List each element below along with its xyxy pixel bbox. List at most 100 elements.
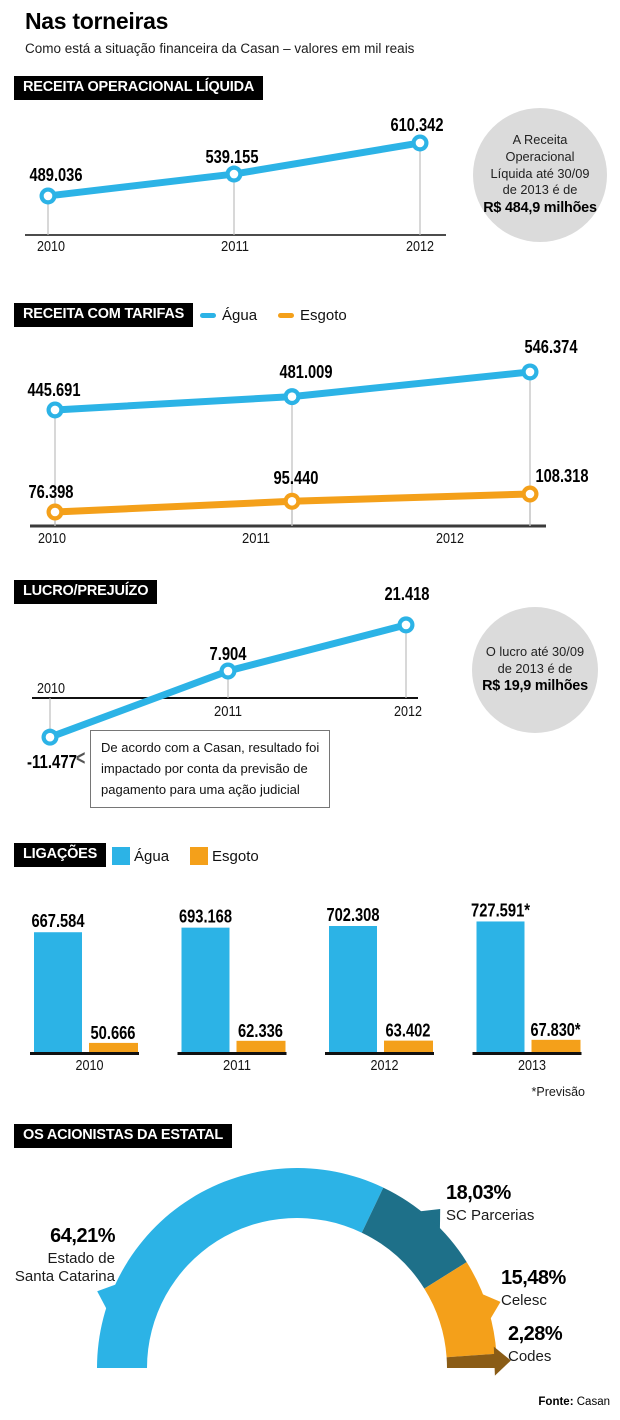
x-tick-label: 2011	[223, 1057, 251, 1074]
legend-item-agua: Água	[112, 847, 169, 865]
note-lucro-2013: O lucro até 30/09 de 2013 é de R$ 19,9 m…	[472, 607, 598, 733]
bar-agua	[476, 921, 525, 1052]
note-line: Líquida até 30/09	[490, 165, 590, 181]
bar-esgoto	[531, 1039, 581, 1052]
donut-slice-2	[424, 1262, 497, 1358]
bar-esgoto	[236, 1040, 286, 1052]
callout-line: impactado por conta da previsão de	[101, 760, 308, 776]
value-label: 727.591*	[471, 900, 530, 920]
baseline	[177, 1052, 287, 1055]
section-header-receita-tarifas: RECEITA COM TARIFAS	[14, 303, 194, 328]
legend-ligacoes: Água Esgoto	[112, 844, 280, 868]
donut-name: Codes	[508, 1348, 552, 1365]
value-label: 63.402	[386, 1021, 431, 1041]
donut-name: SC Parcerias	[446, 1207, 535, 1224]
lucro-callout-box: De acordo com a Casan, resultado foi imp…	[90, 730, 331, 809]
callout-line: De acordo com a Casan, resultado foi	[101, 740, 320, 755]
note-highlight: R$ 19,9 milhões	[482, 678, 588, 695]
data-point-hole	[229, 169, 239, 179]
donut-slice-3	[446, 1353, 498, 1368]
value-label: 7.904	[210, 644, 247, 664]
section-header-acionistas: OS ACIONISTAS DA ESTATAL	[14, 1124, 233, 1149]
bar-agua	[34, 932, 82, 1052]
data-point-hole	[287, 496, 297, 506]
x-tick-label: 2012	[394, 703, 422, 720]
value-label: 693.168	[179, 907, 232, 927]
x-tick-label: 2012	[406, 238, 434, 255]
donut-pct: 18,03%	[446, 1182, 511, 1204]
donut-pct: 2,28%	[508, 1323, 563, 1345]
value-label: 21.418	[385, 584, 430, 604]
x-tick-label: 2012	[371, 1057, 399, 1074]
value-label: 481.009	[280, 362, 333, 382]
value-label: 489.036	[30, 165, 83, 185]
donut-slice-0	[97, 1168, 384, 1368]
data-point-hole	[525, 489, 535, 499]
data-point-hole	[43, 191, 53, 201]
bar-agua	[181, 927, 230, 1052]
donut-pct: 15,48%	[501, 1267, 566, 1289]
value-label: 67.830*	[531, 1020, 581, 1040]
page-title: Nas torneiras	[25, 8, 169, 34]
donut-label-estado: 64,21% Estado de Santa Catarina	[7, 1224, 116, 1287]
agua-line-swatch	[200, 312, 216, 318]
value-label: 702.308	[327, 905, 380, 925]
legend-label-esgoto: Esgoto	[300, 306, 347, 324]
donut-slice-1	[361, 1187, 467, 1289]
legend-label-agua: Água	[134, 847, 170, 865]
baseline	[472, 1052, 582, 1055]
note-line: de 2013 é de	[502, 182, 578, 198]
donut-label-codes: 2,28% Codes	[508, 1322, 563, 1366]
donut-name: Estado de Santa Catarina	[14, 1250, 115, 1286]
note-line: O lucro até 30/09	[485, 644, 585, 660]
note-highlight: R$ 484,9 milhões	[483, 199, 597, 216]
x-tick-label: 2010	[76, 1057, 104, 1074]
data-point-hole	[401, 620, 411, 630]
page-subtitle: Como está a situação financeira da Casan…	[25, 41, 415, 56]
value-label: 610.342	[391, 115, 444, 135]
value-label: 445.691	[28, 380, 81, 400]
donut-name: Celesc	[501, 1292, 547, 1309]
legend-label-agua: Água	[222, 306, 258, 324]
source-label: Fonte:	[538, 1396, 574, 1408]
baseline	[325, 1052, 434, 1055]
value-label: 546.374	[525, 337, 578, 357]
callout-line: pagamento para uma ação judicial	[101, 781, 300, 797]
value-label: 108.318	[536, 466, 589, 486]
section-header-receita-operacional: RECEITA OPERACIONAL LÍQUIDA	[14, 76, 264, 101]
baseline	[30, 1052, 139, 1055]
data-point-hole	[287, 392, 297, 401]
x-tick-label: 2010	[38, 530, 66, 547]
bar-esgoto	[89, 1042, 138, 1052]
value-label: 539.155	[206, 147, 259, 167]
x-tick-label: 2011	[221, 238, 249, 255]
agua-square-swatch	[112, 847, 130, 865]
donut-label-celesc: 15,48% Celesc	[501, 1266, 566, 1310]
note-receita-2013: A Receita Operacional Líquida até 30/09 …	[473, 108, 607, 242]
section-header-ligacoes: LIGAÇÕES	[14, 843, 107, 868]
slice-arrow	[480, 1293, 501, 1321]
value-label: 76.398	[29, 482, 74, 502]
data-point-hole	[223, 666, 233, 676]
legend-item-esgoto: Esgoto	[190, 847, 259, 865]
x-tick-label: 2011	[242, 530, 270, 547]
x-tick-label: 2010	[37, 680, 65, 697]
source-credit: Fonte: Casan	[538, 1396, 610, 1408]
x-tick-label: 2013	[518, 1057, 546, 1074]
x-tick-label: 2011	[214, 703, 242, 720]
note-line: de 2013 é de	[497, 660, 573, 676]
value-label: -11.477	[27, 752, 77, 772]
value-label: 667.584	[32, 911, 85, 931]
x-tick-label: 2010	[37, 238, 65, 255]
previsao-footnote: *Previsão	[531, 1085, 586, 1099]
value-label: 95.440	[274, 468, 319, 488]
bar-esgoto	[384, 1040, 433, 1052]
x-tick-label: 2012	[436, 530, 464, 547]
esgoto-square-swatch	[190, 847, 209, 865]
data-point-hole	[415, 138, 425, 148]
note-line: A Receita	[512, 132, 568, 148]
legend-label-esgoto: Esgoto	[212, 847, 259, 865]
source-value: Casan	[576, 1396, 610, 1408]
